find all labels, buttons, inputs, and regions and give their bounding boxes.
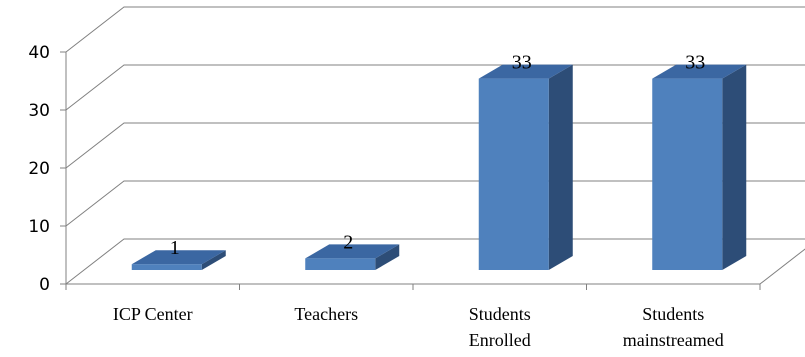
gridline-10 [65,180,805,227]
bar-1 [131,250,226,270]
y-tick-label-30: 30 [28,101,50,121]
y-tick-label-40: 40 [28,43,50,63]
bar-top [652,64,747,79]
y-tick-label-10: 10 [28,217,50,237]
data-label-4: 33 [685,52,705,74]
bar-side [375,244,400,270]
bar-side [548,64,573,270]
category-label-1: ICP Center [113,304,193,324]
gridline-40 [65,6,805,53]
bars [131,64,747,270]
bar-4 [652,64,747,270]
x-axis-categories: ICP Center Teachers Students Enrolled Studen… [113,304,724,350]
bar-3 [478,64,573,270]
bar-2 [305,244,400,270]
bar-top [305,244,400,259]
bar-front [652,78,723,270]
bar-top [478,64,573,79]
bar-front [478,78,549,270]
data-label-2: 2 [343,231,353,253]
data-label-1: 1 [170,237,180,259]
y-axis-ticks: 0 10 20 30 40 [28,43,761,295]
data-labels: 1 2 33 33 [170,52,706,260]
y-tick-label-20: 20 [28,159,50,179]
gridline-30 [65,64,805,111]
bar-top [131,250,226,265]
category-label-2: Teachers [294,304,358,324]
y-tick-label-0: 0 [39,275,50,295]
gridline-0 [65,238,805,285]
category-label-4: Students mainstreamed [623,304,724,350]
data-label-3: 33 [512,52,532,74]
bar-side [722,64,747,270]
bar-front [131,264,202,270]
gridlines [65,6,805,285]
floor-right-edge [759,248,805,285]
bar-front [305,258,376,270]
bar-side [201,250,226,270]
category-label-3: Students Enrolled [469,304,531,350]
gridline-20 [65,122,805,169]
